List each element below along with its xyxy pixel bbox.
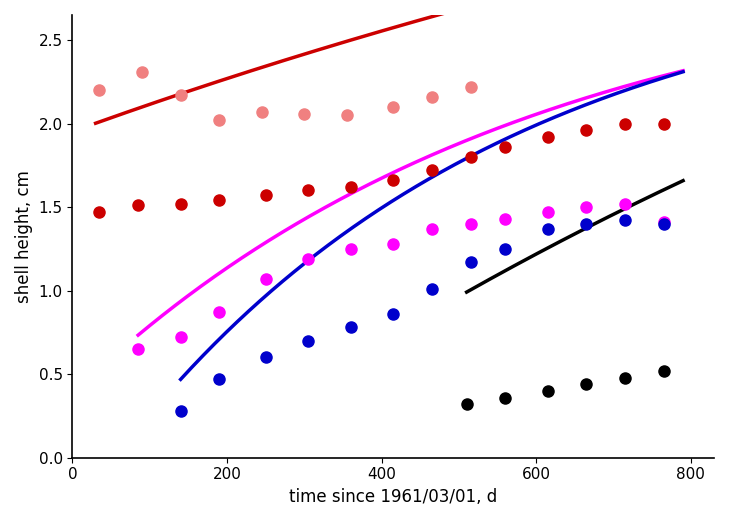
Y-axis label: shell height, cm: shell height, cm (15, 170, 33, 303)
X-axis label: time since 1961/03/01, d: time since 1961/03/01, d (289, 488, 497, 506)
